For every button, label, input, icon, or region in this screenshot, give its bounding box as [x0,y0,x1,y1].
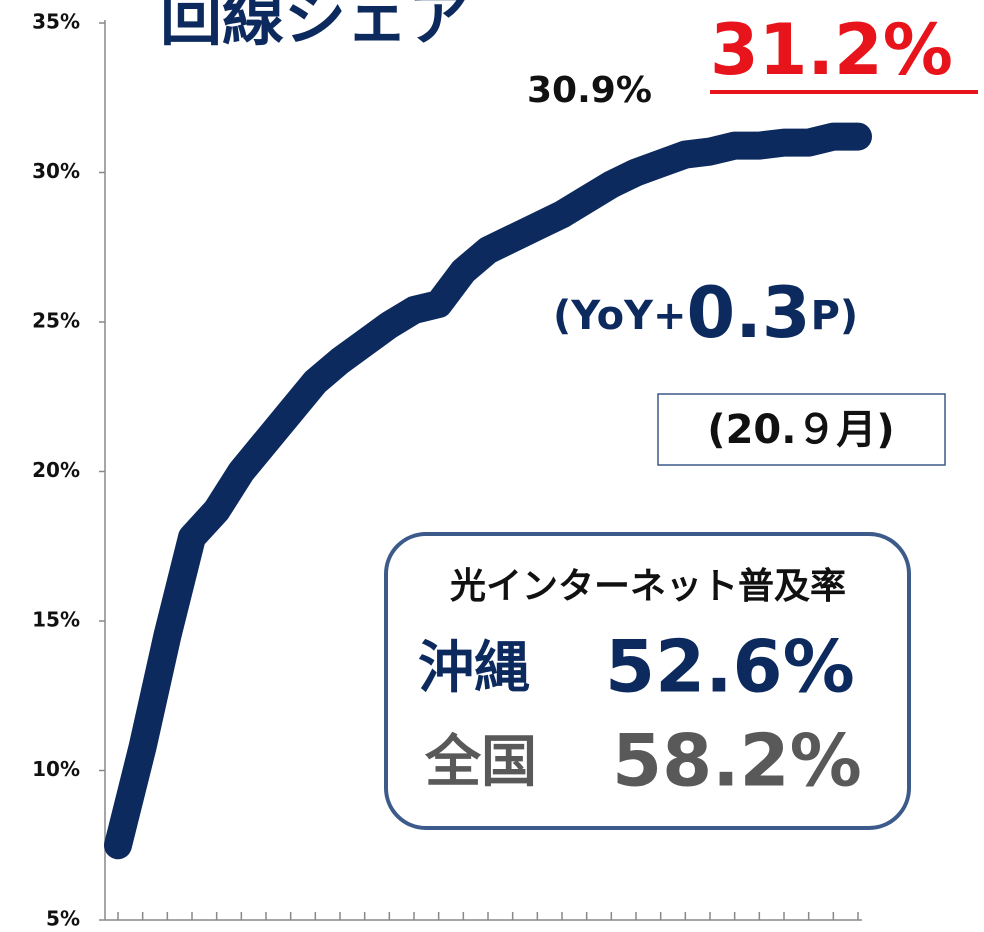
annotation: 30.9% [527,70,652,111]
chart-title: 回線シェア [160,0,470,54]
y-tick-label: 15% [32,608,80,632]
y-tick-label: 20% [32,458,80,482]
box-value: 58.2% [612,719,862,803]
annotation: 31.2% [710,9,953,91]
data-line [104,122,872,860]
date-box [657,393,946,466]
info-box [384,532,911,830]
annotation: (20.９月) [707,407,894,453]
annotation: (YoY+0.3P) [553,272,858,354]
y-tick-label: 35% [32,10,80,34]
y-tick-label: 5% [46,907,80,931]
y-tick-label: 10% [32,757,80,781]
y-tick-label: 30% [32,159,80,183]
box-value: 52.6% [605,625,855,709]
box-label: 沖縄 [418,636,530,701]
annotation: (YoY+ [553,293,687,339]
box-heading: 光インターネット普及率 [450,566,846,607]
y-tick-label: 25% [32,309,80,333]
annotation: 0.3 [687,272,811,354]
annotation: P) [811,293,859,339]
box-label: 全国 [424,730,537,795]
